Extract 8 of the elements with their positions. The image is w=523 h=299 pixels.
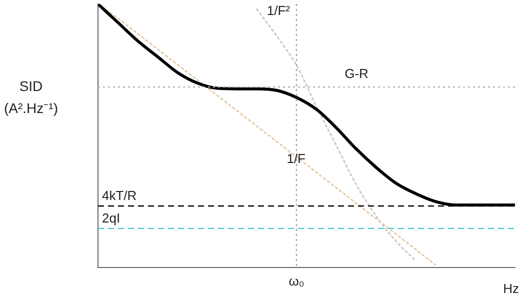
series-label: 1/F² [266, 2, 291, 18]
ref-line-label: 4kT/R [102, 188, 137, 204]
x-axis-title: Hz [503, 281, 519, 296]
ref-line-label: G-R [344, 66, 368, 82]
ref-line-label: 2qI [102, 210, 120, 226]
text: ω₀ [288, 273, 304, 288]
y-axis-title: SID (A².Hz⁻¹) [4, 77, 58, 118]
series-label: 1/F [286, 151, 306, 166]
